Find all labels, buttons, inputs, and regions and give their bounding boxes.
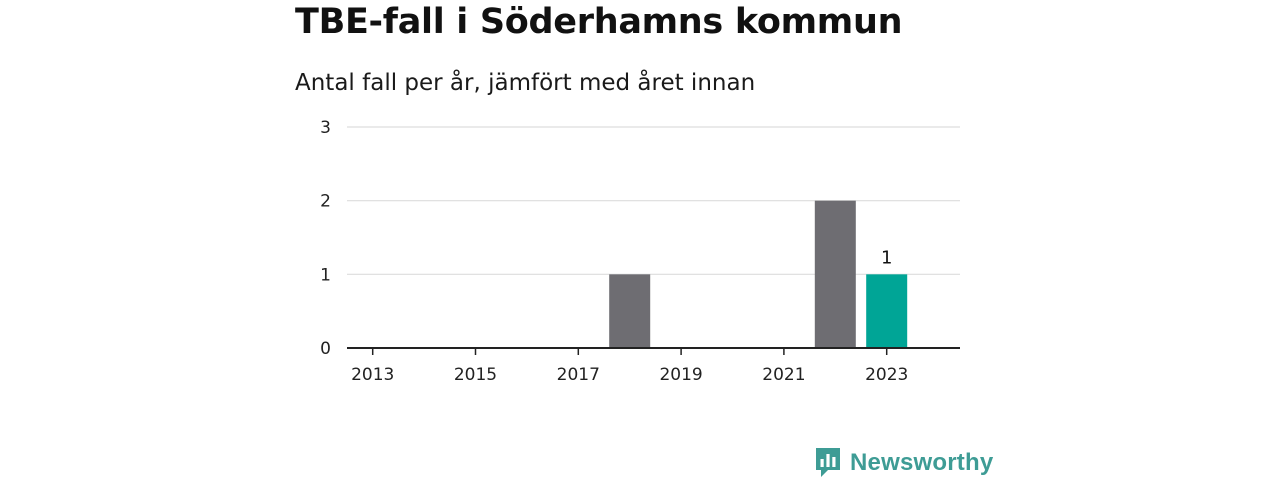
x-tick-label: 2017 [557,365,600,385]
y-tick-label: 1 [320,265,331,285]
gridlines [347,126,960,275]
y-tick-label: 0 [320,339,331,359]
chart-subtitle: Antal fall per år, jämfört med året inna… [295,70,756,96]
labels: 0 1 2 3 2013 2015 2017 2019 2021 2023 1 [320,118,908,385]
bar-2023 [866,274,908,348]
x-tick-label: 2019 [659,365,702,385]
chart-title: TBE-fall i Söderhamns kommun [295,2,903,42]
axes [347,347,960,355]
x-tick-label: 2023 [865,365,908,385]
x-tick-label: 2015 [454,365,497,385]
x-tick-label: 2013 [351,365,394,385]
bars [609,200,908,348]
bar-2022 [814,200,856,348]
brand-name: Newsworthy [850,449,994,476]
data-label-2023: 1 [881,247,892,268]
x-tick-label: 2021 [762,365,805,385]
bar-2018 [609,274,651,348]
newsworthy-brand: Newsworthy [814,446,993,480]
y-tick-label: 3 [320,118,331,138]
bar-chart: 0 1 2 3 2013 2015 2017 2019 2021 2023 1 [320,118,960,385]
y-tick-label: 2 [320,192,331,212]
newsworthy-logo-icon [816,448,840,477]
